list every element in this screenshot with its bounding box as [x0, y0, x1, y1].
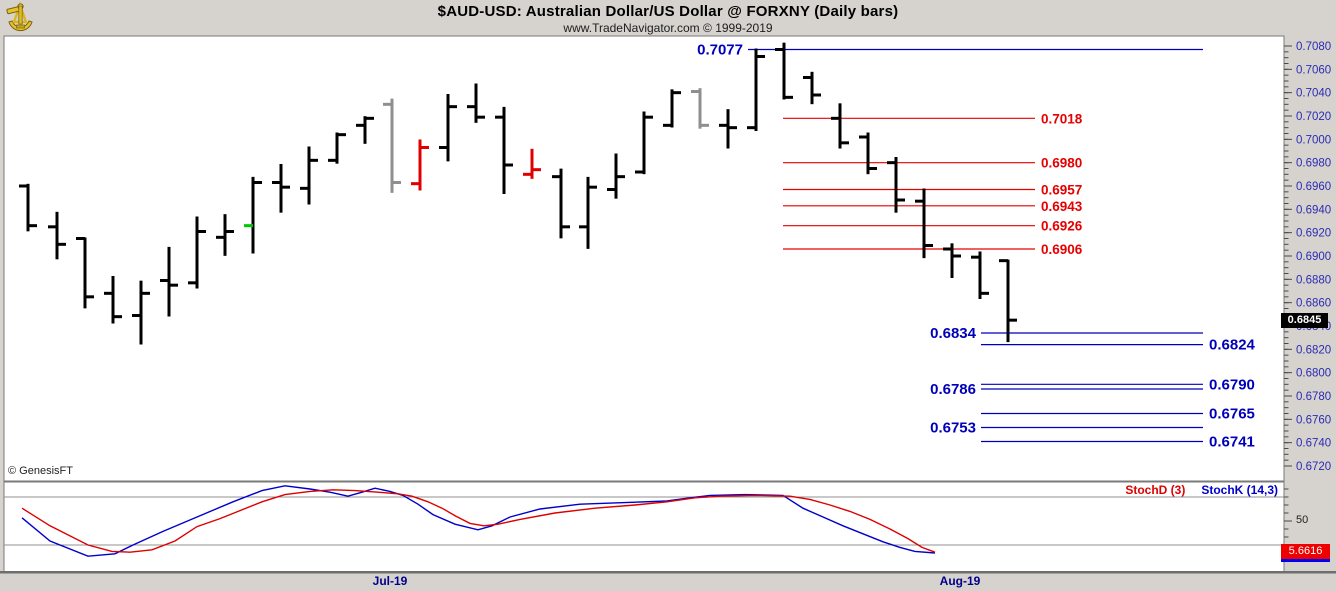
chart-header: $AUD-USD: Australian Dollar/US Dollar @ … [0, 0, 1336, 36]
svg-text:0.7040: 0.7040 [1296, 88, 1331, 100]
svg-text:0.6960: 0.6960 [1296, 181, 1331, 193]
svg-text:0.6820: 0.6820 [1296, 344, 1331, 356]
x-axis-label-jul: Jul-19 [372, 574, 408, 588]
stochk-legend-label[interactable]: StochK (14,3) [1201, 483, 1278, 497]
svg-text:0.6943: 0.6943 [1041, 199, 1083, 214]
svg-text:0.6926: 0.6926 [1041, 219, 1083, 234]
stoch-value-badge: 5.6616 [1281, 544, 1330, 562]
chart-subtitle: www.TradeNavigator.com © 1999-2019 [563, 21, 773, 35]
svg-text:0.7080: 0.7080 [1296, 41, 1331, 53]
svg-text:0.7077: 0.7077 [697, 41, 743, 58]
svg-text:0.6740: 0.6740 [1296, 438, 1331, 450]
svg-text:0.6860: 0.6860 [1296, 298, 1331, 310]
svg-text:0.7020: 0.7020 [1296, 111, 1331, 123]
svg-text:0.6980: 0.6980 [1296, 158, 1331, 170]
stochastic-legend: StochD (3) StochK (14,3) [1125, 483, 1278, 497]
stochd-legend-label[interactable]: StochD (3) [1125, 483, 1186, 497]
svg-text:0.6741: 0.6741 [1209, 433, 1255, 450]
stoch-axis-50-label: 50 [1296, 514, 1309, 526]
svg-text:0.6940: 0.6940 [1296, 204, 1331, 216]
svg-text:0.6957: 0.6957 [1041, 182, 1082, 197]
svg-text:0.6800: 0.6800 [1296, 368, 1331, 380]
svg-text:0.6920: 0.6920 [1296, 228, 1331, 240]
svg-text:0.6753: 0.6753 [930, 419, 976, 436]
svg-text:0.6880: 0.6880 [1296, 274, 1331, 286]
svg-text:0.6790: 0.6790 [1209, 376, 1255, 393]
svg-text:0.6786: 0.6786 [930, 381, 976, 398]
svg-text:0.6720: 0.6720 [1296, 461, 1331, 473]
svg-text:0.7000: 0.7000 [1296, 134, 1331, 146]
svg-text:0.6980: 0.6980 [1041, 156, 1082, 171]
svg-text:0.6760: 0.6760 [1296, 414, 1331, 426]
svg-text:0.6765: 0.6765 [1209, 405, 1255, 422]
genesisft-watermark: © GenesisFT [8, 465, 73, 477]
svg-text:0.6834: 0.6834 [930, 325, 977, 342]
chart-title: $AUD-USD: Australian Dollar/US Dollar @ … [437, 3, 899, 20]
svg-text:0.6906: 0.6906 [1041, 242, 1083, 257]
svg-text:0.6780: 0.6780 [1296, 391, 1331, 403]
svg-text:0.7018: 0.7018 [1041, 111, 1083, 126]
x-axis-label-aug: Aug-19 [939, 574, 981, 588]
svg-text:0.6900: 0.6900 [1296, 251, 1331, 263]
genesis-sextant-icon [4, 1, 37, 34]
last-price-badge: 0.6845 [1281, 313, 1328, 328]
svg-text:0.7060: 0.7060 [1296, 64, 1331, 76]
svg-text:0.6824: 0.6824 [1209, 337, 1256, 354]
